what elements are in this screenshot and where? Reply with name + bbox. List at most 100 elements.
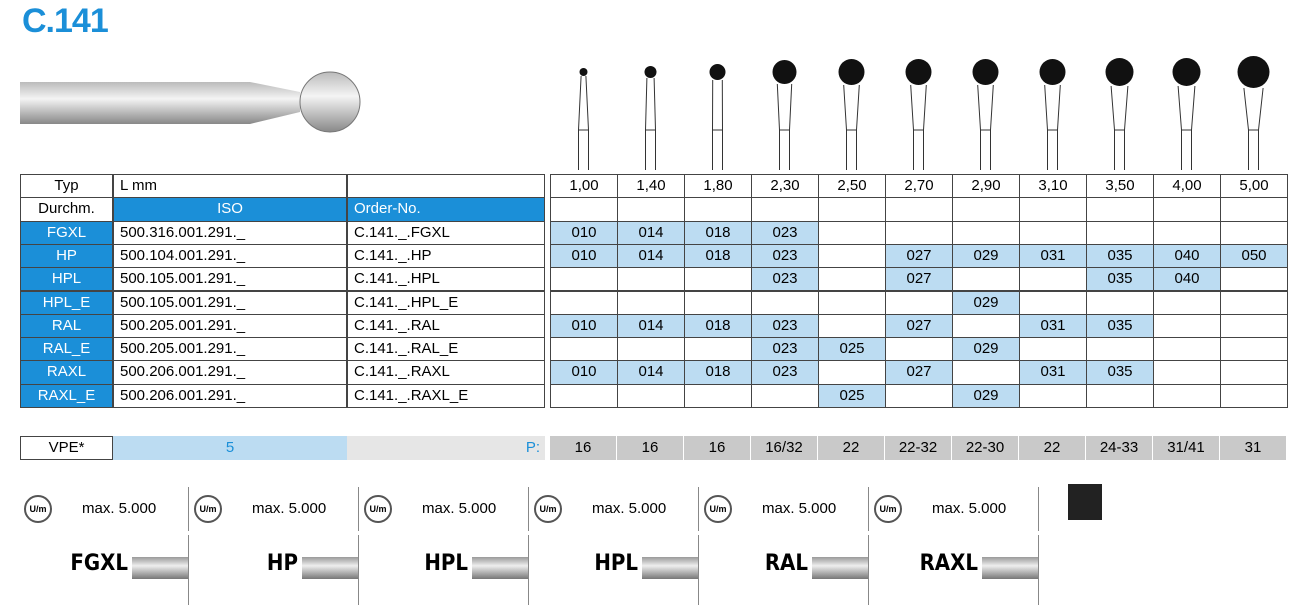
code-cell: 023 xyxy=(751,267,819,292)
burr-head xyxy=(772,60,797,84)
burr-neck xyxy=(977,84,994,170)
code-cell: 014 xyxy=(617,243,685,269)
code-cell xyxy=(1220,383,1288,408)
code-cell: 027 xyxy=(885,313,953,339)
shank: HP xyxy=(190,535,359,605)
order-cell: C.141._.HPL_E xyxy=(347,290,545,315)
code-cell: 025 xyxy=(818,383,886,408)
code-cell: 018 xyxy=(684,243,752,269)
code-cell xyxy=(550,290,618,315)
code-cell: 031 xyxy=(1019,360,1087,385)
code-cell: 035 xyxy=(1086,360,1154,385)
code-cell: 035 xyxy=(1086,313,1154,339)
speed-text: max. 5.000 xyxy=(82,500,157,517)
speed-icon: U/m xyxy=(704,495,732,523)
code-cell xyxy=(684,337,752,362)
vpe-cell: 22 xyxy=(1019,436,1085,460)
speed: U/m max. 5.000 xyxy=(530,487,699,531)
iso-cell: 500.206.001.291._ xyxy=(113,383,347,408)
vpe-cell: 16/32 xyxy=(751,436,817,460)
burr-neck xyxy=(776,83,793,170)
code-cell xyxy=(1220,220,1288,245)
iso-cell: 500.316.001.291._ xyxy=(113,220,347,245)
code-cell: 029 xyxy=(952,337,1020,362)
vpe-cell: 16 xyxy=(550,436,616,460)
durchm-header: Durchm. xyxy=(20,197,113,222)
order-cell: C.141._.RAL xyxy=(347,313,545,339)
blank-header xyxy=(347,174,545,199)
code-cell: 025 xyxy=(818,337,886,362)
burr-neck xyxy=(712,79,723,170)
code-cell xyxy=(1220,360,1288,385)
size-header: 1,80 xyxy=(684,174,752,199)
code-cell: 029 xyxy=(952,383,1020,408)
code-cell: 023 xyxy=(751,220,819,245)
shank-label: RAXL xyxy=(919,551,978,576)
code-cell: 023 xyxy=(751,313,819,339)
type-cell: RAXL xyxy=(20,360,113,385)
code-cell xyxy=(952,313,1020,339)
type-cell: RAXL_E xyxy=(20,383,113,408)
code-cell xyxy=(1153,337,1221,362)
burr-head xyxy=(838,59,865,85)
shank: HPL xyxy=(530,535,699,605)
speed: U/m max. 5.000 xyxy=(870,487,1039,531)
vpe-cell: 31 xyxy=(1220,436,1286,460)
code-cell xyxy=(550,337,618,362)
code-cell: 035 xyxy=(1086,267,1154,292)
code-cell: 010 xyxy=(550,313,618,339)
speed-text: max. 5.000 xyxy=(252,500,327,517)
type-cell: HPL xyxy=(20,267,113,292)
iso-header: ISO xyxy=(113,197,347,222)
code-cell xyxy=(751,383,819,408)
size-header: 1,00 xyxy=(550,174,618,199)
size-header: 3,50 xyxy=(1086,174,1154,199)
code-cell xyxy=(1086,290,1154,315)
type-cell: FGXL xyxy=(20,220,113,245)
code-cell: 010 xyxy=(550,220,618,245)
code-cell: 031 xyxy=(1019,243,1087,269)
code-cell xyxy=(885,290,953,315)
vpe-p: P: xyxy=(347,436,545,460)
shank: RAXL xyxy=(870,535,1039,605)
code-cell: 050 xyxy=(1220,243,1288,269)
code-cell xyxy=(1153,290,1221,315)
code-cell xyxy=(751,290,819,315)
code-cell xyxy=(952,220,1020,245)
code-cell: 040 xyxy=(1153,267,1221,292)
size-header: 4,00 xyxy=(1153,174,1221,199)
code-cell: 029 xyxy=(952,290,1020,315)
empty-cell xyxy=(885,197,953,222)
code-cell: 018 xyxy=(684,220,752,245)
code-cell: 027 xyxy=(885,267,953,292)
vpe-cell: 31/41 xyxy=(1153,436,1219,460)
empty-cell xyxy=(1153,197,1221,222)
code-cell xyxy=(1019,267,1087,292)
vpe-cell: 16 xyxy=(684,436,750,460)
speed-icon: U/m xyxy=(534,495,562,523)
burr-shank xyxy=(20,82,300,124)
type-cell: HP xyxy=(20,243,113,269)
empty-cell xyxy=(617,197,685,222)
size-header: 5,00 xyxy=(1220,174,1288,199)
code-cell xyxy=(684,383,752,408)
type-cell: RAL xyxy=(20,313,113,339)
code-cell: 010 xyxy=(550,243,618,269)
vpe-cell: 22 xyxy=(818,436,884,460)
code-cell xyxy=(885,337,953,362)
code-cell xyxy=(818,267,886,292)
code-cell xyxy=(885,220,953,245)
size-header: 3,10 xyxy=(1019,174,1087,199)
empty-cell xyxy=(952,197,1020,222)
illustrations xyxy=(20,56,1270,170)
empty-cell xyxy=(550,197,618,222)
iso-cell: 500.104.001.291._ xyxy=(113,243,347,269)
code-cell: 014 xyxy=(617,360,685,385)
size-header: 1,40 xyxy=(617,174,685,199)
code-cell xyxy=(1153,360,1221,385)
code-cell xyxy=(1019,290,1087,315)
code-cell xyxy=(1153,220,1221,245)
shank: RAL xyxy=(700,535,869,605)
speed: U/m max. 5.000 xyxy=(190,487,359,531)
